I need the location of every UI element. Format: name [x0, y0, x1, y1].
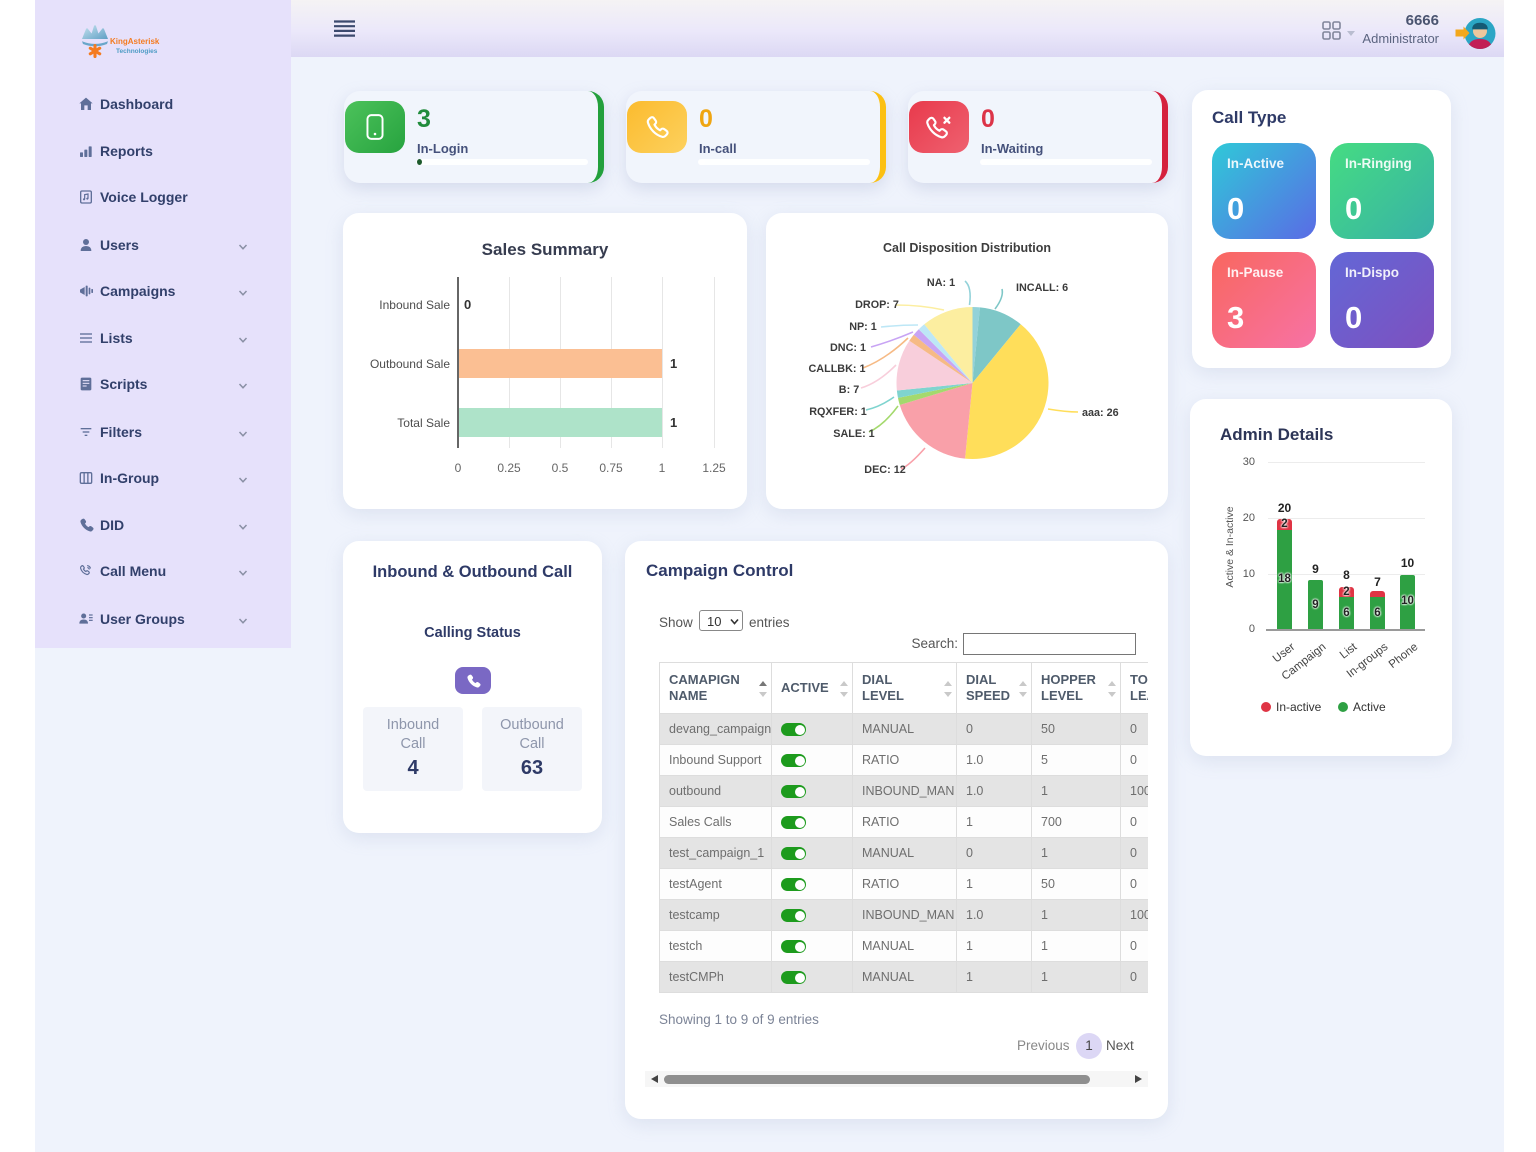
- svg-text:aaa: 26: aaa: 26: [1082, 407, 1119, 419]
- svg-text:Technologies: Technologies: [116, 48, 158, 55]
- svg-text:B: 7: B: 7: [839, 384, 859, 396]
- svg-text:DNC: 1: DNC: 1: [830, 342, 866, 354]
- svg-text:KingAsterisk: KingAsterisk: [110, 37, 160, 46]
- svg-text:NA: 1: NA: 1: [927, 277, 955, 289]
- svg-text:INCALL: 6: INCALL: 6: [1016, 282, 1068, 294]
- svg-text:DROP: 7: DROP: 7: [855, 299, 899, 311]
- svg-text:RQXFER: 1: RQXFER: 1: [809, 406, 867, 418]
- svg-text:CALLBK: 1: CALLBK: 1: [809, 363, 866, 375]
- svg-text:DEC: 12: DEC: 12: [864, 464, 905, 476]
- svg-text:SALE: 1: SALE: 1: [833, 428, 874, 440]
- svg-text:NP: 1: NP: 1: [849, 321, 877, 333]
